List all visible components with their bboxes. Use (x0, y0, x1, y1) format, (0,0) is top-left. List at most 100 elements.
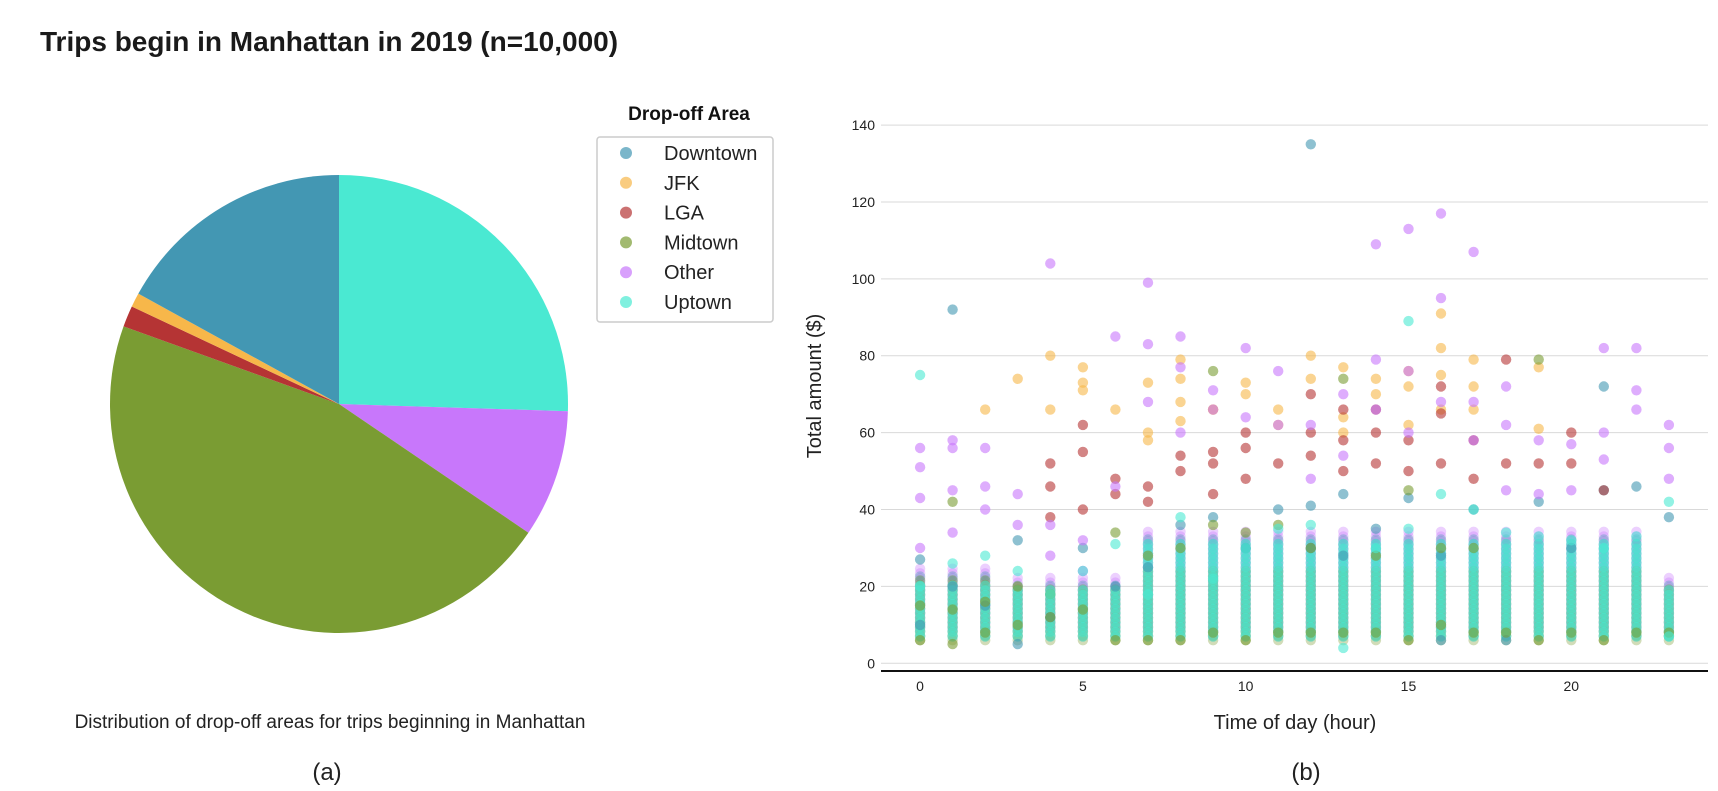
scatter-point-jfk (1338, 362, 1349, 373)
scatter-point-uptown (1533, 538, 1544, 550)
scatter-point-other (1370, 354, 1382, 365)
scatter-point-other (947, 485, 958, 496)
scatter-point-midtown (1468, 627, 1479, 638)
scatter-point-jfk (1110, 404, 1121, 415)
scatter-point-downtown (1338, 488, 1349, 500)
scatter-point-downtown (1533, 496, 1544, 507)
y-tick-label: 120 (852, 194, 876, 210)
scatter-point-lga (1435, 381, 1447, 392)
scatter-point-other (1305, 531, 1317, 542)
scatter-point-jfk (1305, 373, 1317, 384)
scatter-point-uptown (1533, 531, 1544, 542)
scatter-point-midtown (1045, 612, 1056, 623)
scatter-point-midtown (980, 596, 991, 607)
scatter-point-lga (1338, 435, 1349, 446)
scatter-point-midtown (1403, 635, 1414, 646)
scatter-point-uptown (1500, 538, 1512, 550)
scatter-point-uptown (1663, 585, 1675, 596)
scatter-point-uptown (1370, 542, 1382, 554)
scatter-point-jfk (1370, 373, 1382, 384)
scatter-point-jfk (1077, 385, 1089, 396)
scatter-point-uptown (1468, 504, 1479, 515)
scatter-point-midtown (1370, 550, 1382, 561)
scatter-point-other (1598, 531, 1610, 542)
pie-slice-midtown (110, 326, 529, 633)
scatter-chart: 0 20 40 60 80 100 120 140 0 5 10 15 20 (852, 117, 1708, 694)
scatter-point-midtown (1435, 619, 1447, 631)
scatter-point-uptown (1663, 631, 1675, 642)
scatter-point-lga (1142, 481, 1154, 492)
scatter-point-midtown (1273, 627, 1284, 638)
scatter-point-midtown (1142, 550, 1154, 561)
scatter-point-jfk (1077, 362, 1089, 373)
scatter-point-other (1468, 246, 1479, 258)
scatter-point-lga (1207, 458, 1219, 469)
scatter-point-midtown (1566, 627, 1577, 638)
scatter-point-jfk (1077, 377, 1089, 388)
scatter-point-midtown (1240, 527, 1251, 538)
pie-chart (110, 175, 569, 633)
scatter-point-other (1012, 519, 1023, 531)
scatter-point-midtown (1175, 635, 1186, 646)
legend-marker-midtown (620, 236, 632, 249)
scatter-point-lga (1566, 427, 1577, 438)
scatter-point-other (914, 542, 926, 554)
scatter-point-other (1663, 442, 1675, 454)
scatter-point-other (1142, 277, 1154, 288)
panel-label-a: (a) (312, 759, 341, 786)
scatter-point-lga (1240, 427, 1251, 438)
scatter-point-other (1403, 223, 1414, 235)
scatter-point-other (1663, 572, 1675, 584)
scatter-point-uptown (1305, 519, 1317, 531)
scatter-point-other (1435, 526, 1447, 537)
scatter-point-lga (1045, 481, 1056, 492)
scatter-point-jfk (1370, 389, 1382, 400)
scatter-point-midtown (914, 600, 926, 611)
scatter-point-uptown (914, 369, 926, 381)
scatter-point-other (947, 572, 958, 584)
scatter-point-other (1631, 385, 1642, 396)
scatter-point-other (1207, 531, 1219, 542)
scatter-point-lga (1500, 354, 1512, 365)
scatter-point-other (1403, 531, 1414, 542)
scatter-point-other (947, 568, 958, 579)
scatter-point-lga (1175, 450, 1186, 461)
scatter-point-jfk (1240, 389, 1251, 400)
scatter-point-downtown (1012, 535, 1023, 546)
scatter-point-downtown (914, 619, 926, 631)
scatter-point-other (1663, 577, 1675, 588)
x-tick-label: 10 (1238, 678, 1254, 694)
scatter-point-uptown (1631, 531, 1642, 542)
scatter-point-uptown (1175, 512, 1186, 523)
main-title: Trips begin in Manhattan in 2019 (n=10,0… (40, 26, 619, 57)
scatter-point-uptown (1273, 523, 1284, 534)
y-tick-label: 40 (859, 502, 875, 518)
scatter-point-jfk (1273, 404, 1284, 415)
scatter-point-downtown (1110, 581, 1121, 592)
scatter-point-other (1240, 342, 1251, 354)
scatter-point-lga (1305, 450, 1317, 461)
scatter-point-other (914, 563, 926, 574)
scatter-point-uptown (1500, 527, 1512, 538)
scatter-point-other (1045, 572, 1056, 584)
legend-label-jfk: JFK (664, 173, 700, 195)
scatter-point-jfk (1240, 377, 1251, 388)
scatter-point-lga (1207, 446, 1219, 458)
scatter-point-midtown (1631, 627, 1642, 638)
scatter-point-lga (1403, 465, 1414, 477)
scatter-point-downtown (1012, 638, 1023, 650)
scatter-point-lga (1077, 504, 1089, 515)
pie-slice-lga (123, 306, 339, 404)
scatter-point-other (1435, 208, 1447, 219)
scatter-point-other (1403, 427, 1414, 438)
scatter-point-other (1045, 577, 1056, 588)
scatter-point-midtown (1500, 627, 1512, 638)
scatter-point-midtown (1370, 627, 1382, 638)
scatter-point-other (1533, 488, 1544, 500)
scatter-point-downtown (1273, 504, 1284, 515)
scatter-point-jfk (1142, 377, 1154, 388)
scatter-point-other (914, 462, 926, 473)
scatter-point-other (1338, 450, 1349, 461)
y-tick-label: 20 (859, 578, 875, 594)
scatter-point-jfk (1533, 362, 1544, 373)
